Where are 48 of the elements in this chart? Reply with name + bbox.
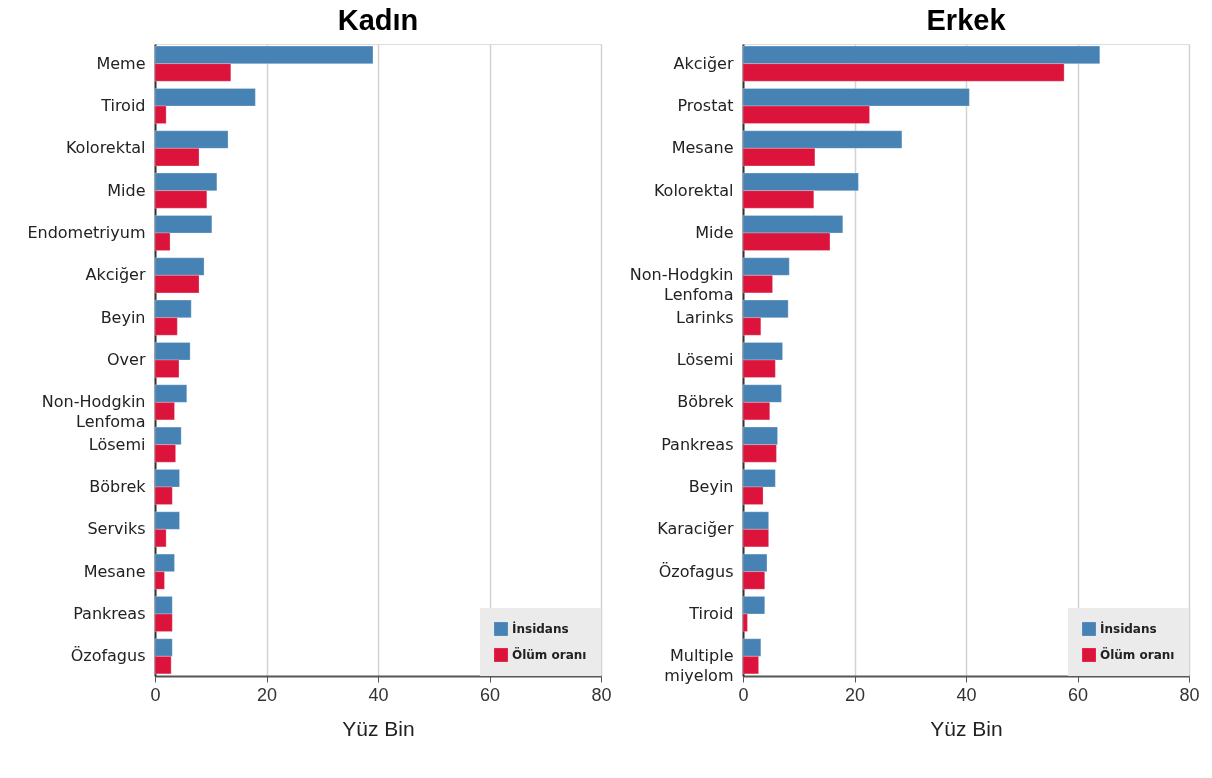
y-tick-label: Mide [107,180,146,200]
legend-label: Ölüm oranı [1100,647,1175,662]
y-tick-label: Mesane [83,561,146,581]
y-tick-label: Meme [96,53,146,73]
y-tick-label: Non-Hodgkin Lenfoma [629,265,734,305]
chart-title: Erkek [926,4,1007,36]
y-tick-label: Kolorektal [653,180,734,200]
x-tick-label: 40 [956,684,977,705]
y-tick-label: Endometriyum [27,223,146,243]
y-tick-label: Multiple miyelom [664,646,734,686]
x-tick-label: 0 [738,684,749,705]
x-axis-title: Yüz Bin [342,716,415,740]
y-tick-label: Lösemi [676,350,734,369]
y-tick-label: Akciğer [85,265,146,285]
y-tick-label: Lösemi [88,434,146,454]
x-axis-title: Yüz Bin [930,716,1003,740]
legend-label: İnsidans [1100,621,1157,636]
y-tick-label: Karaciğer [657,519,734,539]
y-tick-label: Beyin [688,476,734,496]
y-tick-label: Beyin [100,307,146,327]
y-tick-label: Özofagus [658,561,734,581]
y-tick-label: Akciğer [673,53,734,73]
x-tick-label: 40 [368,684,389,705]
y-tick-label: Serviks [87,519,146,539]
y-tick-label: Böbrek [89,476,147,496]
y-tick-label: Pankreas [73,603,146,623]
x-tick-label: 20 [844,684,866,705]
chart-title: Kadın [337,4,419,36]
y-tick-label: Larinks [676,307,734,327]
y-tick-label: Prostat [677,96,734,116]
y-tick-label: Kolorektal [65,138,146,158]
x-tick-label: 80 [1179,684,1200,705]
y-tick-label: Pankreas [661,434,734,454]
y-tick-label: Over [107,350,146,369]
x-tick-label: 80 [591,684,612,705]
x-tick-label: 20 [256,684,278,705]
x-tick-label: 0 [150,684,161,705]
y-tick-label: Mide [695,223,734,243]
legend-label: İnsidans [512,621,569,636]
y-tick-label: Mesane [671,138,734,158]
y-tick-label: Tiroid [100,96,146,116]
y-tick-label: Tiroid [688,603,734,623]
x-tick-label: 60 [479,684,501,705]
x-tick-label: 60 [1067,684,1089,705]
legend-label: Ölüm oranı [512,647,587,662]
y-tick-label: Böbrek [677,392,735,412]
y-tick-label: Özofagus [70,646,146,666]
y-tick-label: Non-Hodgkin Lenfoma [41,392,146,432]
